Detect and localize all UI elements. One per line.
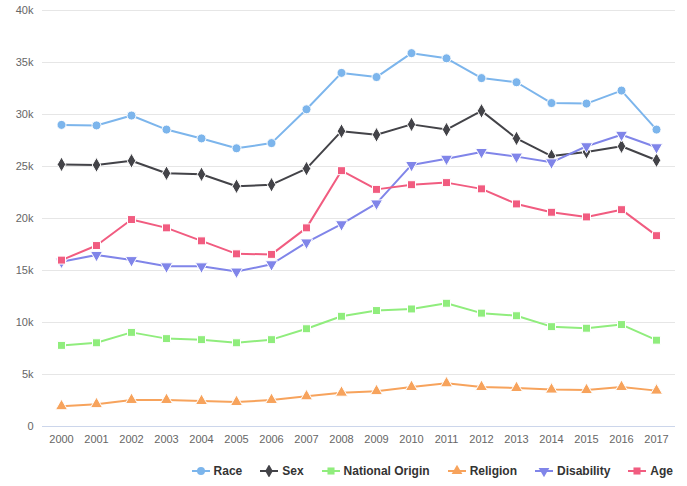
svg-text:2007: 2007 — [294, 433, 318, 445]
svg-text:40k: 40k — [16, 4, 34, 16]
svg-text:35k: 35k — [16, 56, 34, 68]
svg-text:2002: 2002 — [119, 433, 143, 445]
svg-text:5k: 5k — [22, 368, 34, 380]
svg-text:2017: 2017 — [644, 433, 668, 445]
svg-text:2013: 2013 — [504, 433, 528, 445]
svg-text:2001: 2001 — [84, 433, 108, 445]
html-text:Race: Race — [213, 464, 243, 478]
svg-text:25k: 25k — [16, 160, 34, 172]
svg-text:2014: 2014 — [539, 433, 563, 445]
html-text:Disability: Disability — [557, 464, 611, 478]
svg-text:2008: 2008 — [329, 433, 353, 445]
svg-text:2009: 2009 — [364, 433, 388, 445]
html-text:Sex: Sex — [282, 464, 304, 478]
svg-text:2006: 2006 — [259, 433, 283, 445]
html-text:Age: Age — [650, 464, 673, 478]
svg-text:2016: 2016 — [609, 433, 633, 445]
svg-text:2005: 2005 — [224, 433, 248, 445]
html-text:National Origin: National Origin — [343, 464, 430, 478]
html-text:Religion: Religion — [469, 464, 517, 478]
svg-text:20k: 20k — [16, 212, 34, 224]
svg-text:2010: 2010 — [399, 433, 423, 445]
svg-text:2003: 2003 — [154, 433, 178, 445]
svg-text:30k: 30k — [16, 108, 34, 120]
svg-text:2004: 2004 — [189, 433, 213, 445]
svg-text:10k: 10k — [16, 316, 34, 328]
svg-text:2012: 2012 — [469, 433, 493, 445]
svg-text:15k: 15k — [16, 264, 34, 276]
svg-text:2011: 2011 — [435, 433, 459, 445]
svg-text:0: 0 — [27, 420, 33, 432]
svg-text:2015: 2015 — [574, 433, 598, 445]
svg-text:2000: 2000 — [49, 433, 73, 445]
